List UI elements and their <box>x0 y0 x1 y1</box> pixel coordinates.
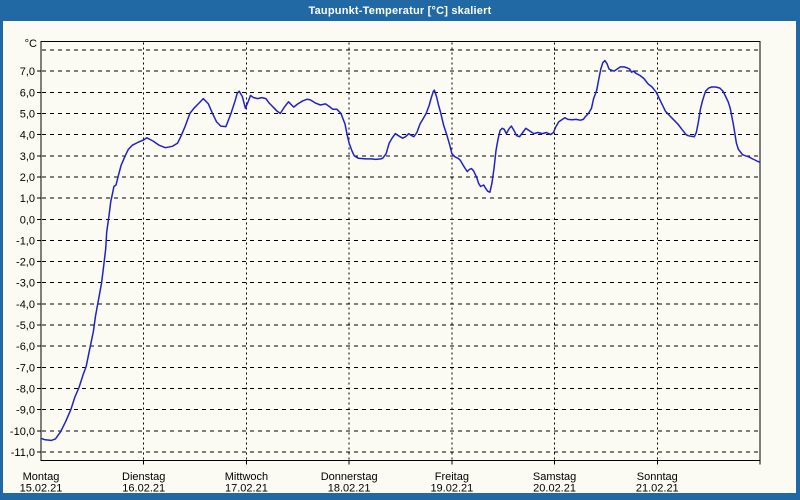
y-tick-label: 2,0 <box>20 172 35 184</box>
x-day-name-label: Sonntag <box>637 471 678 483</box>
x-day-name-label: Samstag <box>533 471 576 483</box>
x-day-date-label: 15.02.21 <box>20 483 63 495</box>
y-tick-label: 0,0 <box>20 214 35 226</box>
y-tick-label: 4,0 <box>20 130 35 142</box>
x-day-date-label: 19.02.21 <box>430 483 473 495</box>
y-tick-label: -9,0 <box>16 405 35 417</box>
y-tick-label: -10,0 <box>10 426 35 438</box>
chart-title: Taupunkt-Temperatur [°C] skaliert <box>308 4 492 17</box>
y-tick-label: 7,0 <box>20 66 35 78</box>
x-day-date-label: 16.02.21 <box>122 483 165 495</box>
y-tick-label: -11,0 <box>11 447 35 459</box>
y-axis-unit-label: °C <box>25 38 37 50</box>
chart-panel <box>3 21 796 493</box>
y-tick-label: -4,0 <box>16 299 35 311</box>
y-tick-label: -7,0 <box>16 362 35 374</box>
x-day-name-label: Donnerstag <box>321 471 378 483</box>
x-day-date-label: 18.02.21 <box>328 483 371 495</box>
x-day-name-label: Dienstag <box>122 471 165 483</box>
y-tick-label: -1,0 <box>16 235 35 247</box>
plot-border <box>40 40 761 462</box>
y-tick-label: -3,0 <box>16 278 35 290</box>
y-tick-label: -2,0 <box>16 257 35 269</box>
x-day-date-label: 21.02.21 <box>636 483 679 495</box>
y-tick-label: 5,0 <box>20 108 35 120</box>
y-tick-label: -6,0 <box>16 341 35 353</box>
y-tick-label: -8,0 <box>16 384 35 396</box>
x-day-name-label: Montag <box>23 471 60 483</box>
y-tick-label: 6,0 <box>20 87 35 99</box>
y-tick-label: -5,0 <box>16 320 35 332</box>
y-tick-label: 1,0 <box>20 193 35 205</box>
x-day-name-label: Mittwoch <box>225 471 268 483</box>
x-day-date-label: 20.02.21 <box>533 483 576 495</box>
x-day-date-label: 17.02.21 <box>225 483 268 495</box>
window-title-bar[interactable]: Taupunkt-Temperatur [°C] skaliert <box>0 0 800 21</box>
x-day-name-label: Freitag <box>435 471 469 483</box>
dewpoint-line-series <box>40 59 761 442</box>
y-tick-label: 3,0 <box>20 151 35 163</box>
